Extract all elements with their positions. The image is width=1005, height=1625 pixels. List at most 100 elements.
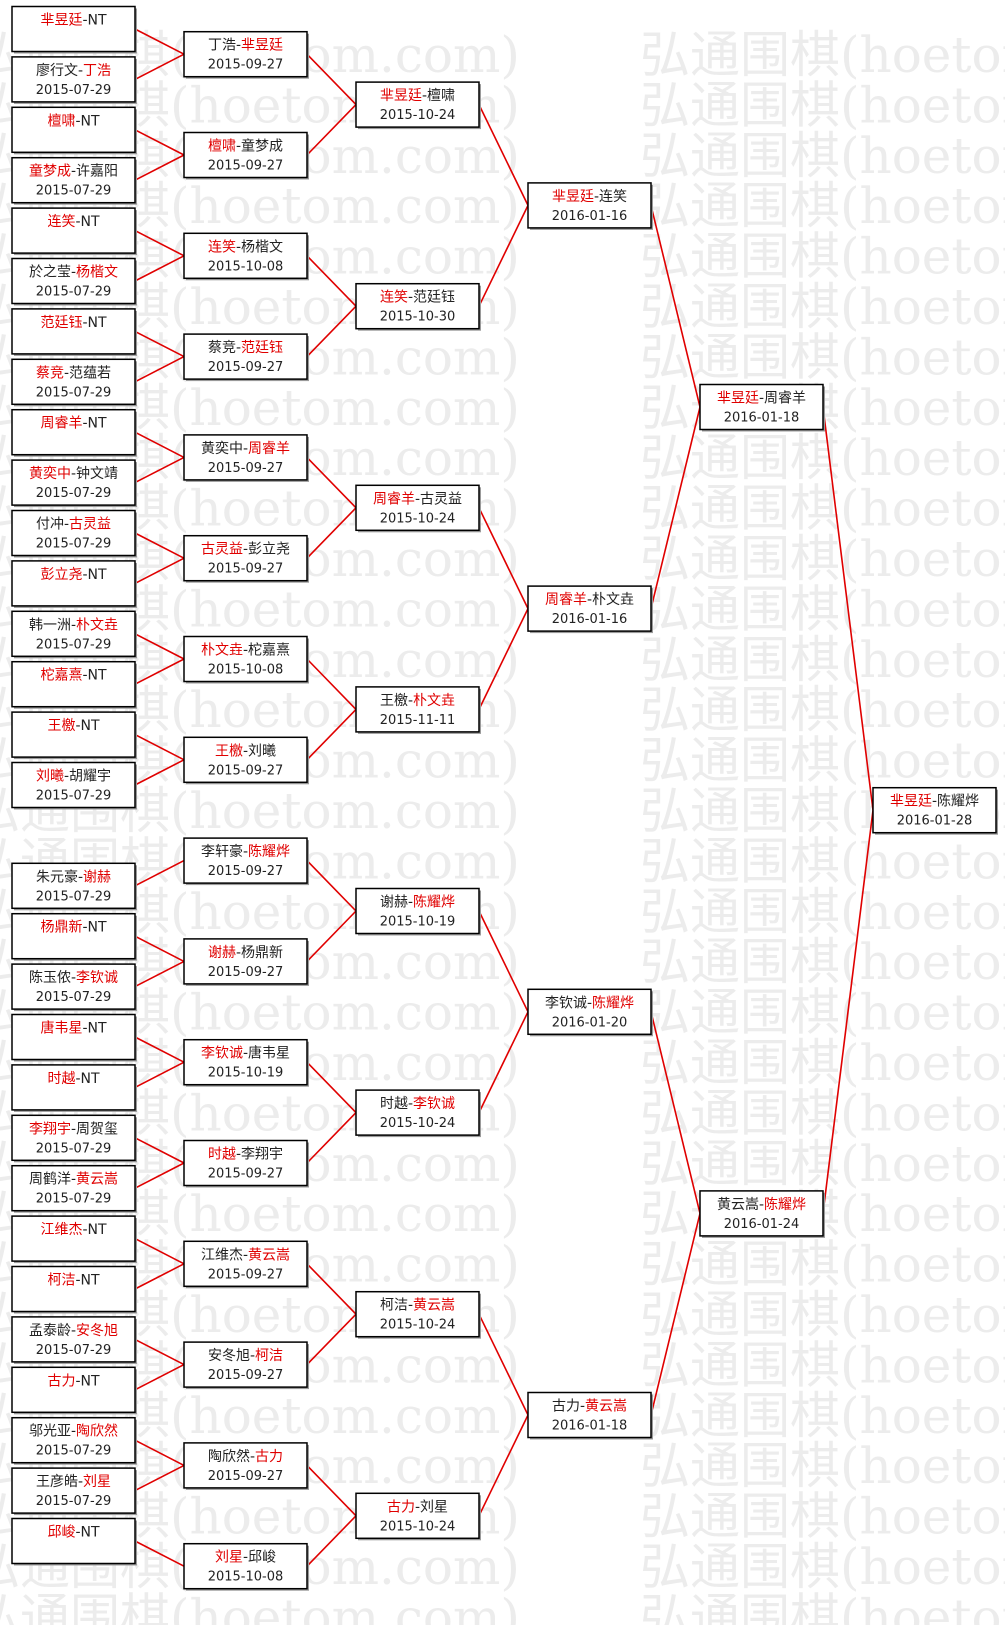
match-box: 李翔宇-周贺玺 2015-07-29 bbox=[11, 1114, 137, 1163]
connector bbox=[134, 633, 185, 660]
match-players: 王檄-NT bbox=[47, 718, 100, 734]
separator: - bbox=[71, 1323, 76, 1339]
match-box: 童梦成-许嘉阳 2015-07-29 bbox=[11, 156, 137, 205]
connector bbox=[822, 406, 874, 811]
match-date: 2015-11-11 bbox=[380, 713, 456, 728]
match-players: 朴文垚-柁嘉熹 bbox=[201, 642, 290, 659]
match-date: 2015-09-27 bbox=[208, 1167, 284, 1182]
match-box: 黄奕中-周睿羊 2015-09-27 bbox=[183, 434, 309, 482]
player-name: NT bbox=[81, 718, 100, 734]
match-box: 李轩豪-陈耀烨 2015-09-27 bbox=[183, 837, 309, 886]
box bbox=[11, 912, 136, 960]
match-players: 黄奕中-钟文靖 bbox=[29, 465, 118, 482]
match-players: 古力-刘星 bbox=[387, 1499, 448, 1515]
match-box: 古灵益-彭立尧 2015-09-27 bbox=[183, 534, 309, 583]
match-box: 连笑-范廷钰 2015-10-30 bbox=[355, 282, 481, 331]
player-name: 谢赫 bbox=[380, 895, 408, 911]
connector bbox=[306, 53, 357, 106]
separator: - bbox=[415, 491, 420, 507]
match-players: 芈昱廷-周睿羊 bbox=[717, 391, 806, 407]
player-name: 黄云嵩 bbox=[76, 1171, 118, 1188]
match-players: 蔡竞-范廷钰 bbox=[208, 339, 283, 356]
match-box: 芈昱廷-檀啸 2015-10-24 bbox=[355, 81, 481, 130]
watermark-text: 弘通围棋(hoetom.com) bbox=[640, 732, 1005, 790]
match-players: 芈昱廷-陈耀烨 bbox=[890, 793, 979, 810]
separator: - bbox=[71, 164, 76, 180]
box bbox=[11, 207, 136, 254]
watermark-text: 弘通围棋(hoetom.com) bbox=[640, 1236, 1005, 1294]
player-name: 许嘉阳 bbox=[76, 164, 118, 180]
watermark-text: 弘通围棋(hoetom.com) bbox=[640, 1488, 1005, 1546]
player-name: 柯洁 bbox=[380, 1298, 408, 1314]
connector bbox=[306, 1515, 357, 1567]
player-name: 朱元豪 bbox=[36, 869, 78, 885]
match-box: 谢赫-陈耀烨 2015-10-19 bbox=[355, 887, 481, 936]
match-box: 檀啸-NT bbox=[11, 106, 137, 155]
match-box: 古力-黄云嵩 2016-01-18 bbox=[527, 1391, 653, 1440]
match-date: 2015-10-08 bbox=[208, 1570, 284, 1585]
connector bbox=[478, 104, 529, 206]
separator: - bbox=[236, 139, 241, 155]
match-players: 陈玉侬-李钦诚 bbox=[29, 969, 118, 986]
watermark-text: 弘通围棋(hoetom.com) bbox=[640, 127, 1005, 185]
box bbox=[183, 232, 308, 280]
match-box: 付冲-古灵益 2015-07-29 bbox=[11, 509, 137, 558]
player-name: NT bbox=[88, 668, 107, 684]
connector bbox=[134, 28, 185, 55]
separator: - bbox=[82, 315, 87, 331]
connector bbox=[134, 255, 185, 282]
player-name: 芈昱廷 bbox=[40, 13, 82, 29]
player-name: 刘曦 bbox=[248, 743, 276, 759]
match-players: 王檄-朴文垚 bbox=[380, 693, 455, 709]
box bbox=[355, 81, 480, 128]
match-date: 2015-10-08 bbox=[208, 663, 284, 678]
separator: - bbox=[75, 1273, 80, 1289]
match-box: 廖行文-丁浩 2015-07-29 bbox=[11, 56, 137, 104]
player-name: 刘星 bbox=[420, 1499, 448, 1515]
connector-layer bbox=[134, 28, 874, 1567]
match-date: 2015-07-29 bbox=[36, 486, 112, 501]
box bbox=[355, 1492, 480, 1540]
player-name: 连笑 bbox=[599, 189, 627, 205]
connector bbox=[306, 860, 357, 912]
player-name: 陈耀烨 bbox=[764, 1196, 806, 1213]
match-date: 2015-07-29 bbox=[36, 1141, 112, 1156]
match-players: 檀啸-童梦成 bbox=[208, 138, 283, 155]
separator: - bbox=[75, 1373, 80, 1389]
match-date: 2015-09-27 bbox=[208, 864, 284, 879]
box bbox=[11, 711, 136, 758]
match-box: 黄云嵩-陈耀烨 2016-01-24 bbox=[699, 1190, 825, 1238]
box bbox=[11, 509, 136, 557]
player-name: 王檄 bbox=[380, 693, 408, 709]
separator: - bbox=[71, 1121, 76, 1137]
match-box: 刘星-邱峻 2015-10-08 bbox=[183, 1542, 309, 1591]
connector bbox=[134, 154, 185, 181]
player-name: NT bbox=[88, 416, 107, 432]
match-box: 檀啸-童梦成 2015-09-27 bbox=[183, 131, 309, 180]
separator: - bbox=[243, 844, 248, 860]
connector bbox=[134, 960, 185, 988]
match-date: 2016-01-16 bbox=[552, 612, 628, 627]
separator: - bbox=[82, 1021, 87, 1037]
player-name: NT bbox=[88, 920, 107, 936]
player-name: 古力 bbox=[552, 1399, 580, 1415]
box bbox=[11, 862, 136, 910]
player-name: NT bbox=[81, 1525, 100, 1541]
match-box: 刘曦-胡耀宇 2015-07-29 bbox=[11, 761, 137, 810]
player-name: 杨楷文 bbox=[241, 239, 283, 255]
match-date: 2015-07-29 bbox=[36, 537, 112, 552]
box bbox=[183, 1341, 308, 1388]
player-name: NT bbox=[88, 1222, 107, 1238]
box bbox=[11, 308, 136, 355]
match-players: 安冬旭-柯洁 bbox=[208, 1348, 283, 1364]
box bbox=[11, 1215, 136, 1262]
separator: - bbox=[243, 1247, 248, 1263]
connector bbox=[134, 1263, 185, 1290]
separator: - bbox=[243, 743, 248, 759]
match-date: 2015-10-08 bbox=[208, 259, 284, 274]
box bbox=[11, 1164, 136, 1212]
connector bbox=[134, 532, 185, 559]
connector bbox=[134, 1464, 185, 1492]
separator: - bbox=[71, 617, 76, 633]
match-date: 2015-07-29 bbox=[36, 285, 112, 300]
